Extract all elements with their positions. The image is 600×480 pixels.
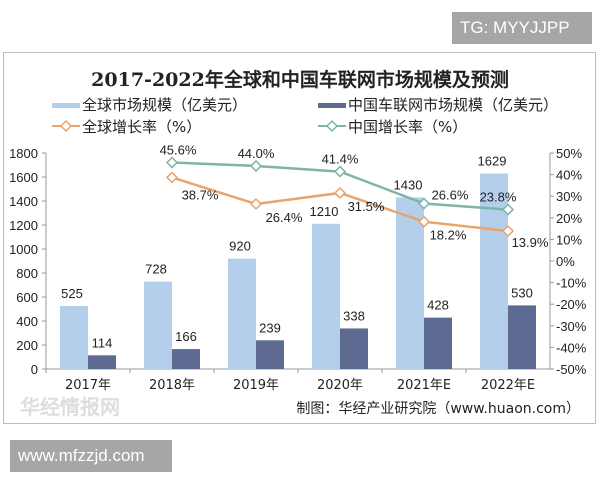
legend-marker (59, 119, 73, 133)
line-marker (333, 165, 347, 178)
line-marker (501, 224, 515, 238)
bar-data-label: 114 (92, 335, 113, 350)
right-tick-label: 30% (556, 189, 582, 204)
right-tick-label: -40% (556, 340, 587, 355)
line-marker (249, 159, 263, 173)
line-data-label: 38.7% (182, 187, 219, 202)
x-tick-label: 2020年 (317, 378, 363, 393)
bar (424, 317, 452, 369)
right-tick-label: 10% (556, 232, 582, 247)
line-marker (417, 197, 431, 210)
bar (396, 197, 424, 369)
x-tick-label: 2017年 (65, 378, 111, 393)
right-tick-label: 0% (556, 254, 575, 269)
legend-marker (325, 119, 339, 133)
bar-data-label: 239 (259, 320, 281, 335)
line-data-label: 13.9% (512, 235, 549, 250)
bar-data-label: 530 (511, 285, 533, 300)
line-marker (501, 203, 515, 216)
line-data-label: 26.4% (266, 210, 303, 225)
legend-label: 全球增长率（%） (82, 118, 201, 136)
bar-data-label: 728 (145, 262, 167, 277)
left-tick-label: 0 (31, 362, 38, 377)
x-tick-label: 2019年 (233, 378, 279, 393)
bar-data-label: 338 (343, 308, 365, 323)
left-tick-label: 1800 (9, 146, 38, 161)
left-tick-label: 600 (16, 290, 38, 305)
bar-data-label: 1430 (394, 177, 423, 192)
legend-label: 中国增长率（%） (348, 118, 467, 136)
left-tick-label: 1600 (9, 170, 38, 185)
bar (228, 258, 256, 369)
left-tick-label: 1000 (9, 242, 38, 257)
bar (340, 328, 368, 369)
bar-data-label: 1629 (478, 154, 507, 169)
right-tick-label: -30% (556, 319, 587, 334)
line-marker (249, 197, 263, 211)
right-tick-label: 20% (556, 211, 582, 226)
bar (312, 223, 340, 369)
chart-frame (3, 52, 596, 424)
left-tick-label: 200 (16, 338, 38, 353)
x-tick-label: 2022年E (481, 378, 535, 393)
legend-swatch (52, 103, 80, 108)
line-data-label: 31.5% (348, 199, 385, 214)
left-tick-label: 1400 (9, 194, 38, 209)
bar-data-label: 525 (61, 286, 83, 301)
bar-data-label: 1210 (310, 204, 339, 219)
line-marker (165, 171, 179, 184)
right-tick-label: -20% (556, 297, 587, 312)
line-marker (417, 215, 431, 228)
right-tick-label: -50% (556, 362, 587, 377)
right-tick-label: 50% (556, 146, 582, 161)
x-tick-label: 2018年 (149, 378, 195, 393)
bar (172, 349, 200, 369)
bar (508, 305, 536, 369)
left-tick-label: 800 (16, 266, 38, 281)
x-tick-label: 2021年E (397, 378, 451, 393)
left-tick-label: 400 (16, 314, 38, 329)
chart-title: 2017-2022年全球和中国车联网市场规模及预测 (91, 68, 509, 91)
legend-label: 中国车联网市场规模（亿美元） (348, 96, 558, 114)
bar-data-label: 428 (427, 298, 449, 313)
bar (60, 306, 88, 369)
line-data-label: 26.6% (432, 188, 469, 203)
watermark-top: TG: MYYJJPP (452, 12, 592, 44)
line-marker (333, 186, 347, 200)
bar (88, 355, 116, 369)
watermark-bottom: www.mfzzjd.com (10, 440, 172, 472)
right-tick-label: -10% (556, 276, 587, 291)
line-data-label: 18.2% (430, 228, 467, 243)
line-series (171, 176, 509, 233)
line-marker (165, 156, 179, 169)
left-tick-label: 1200 (9, 218, 38, 233)
bar (144, 281, 172, 369)
bar (480, 173, 508, 369)
bar (256, 340, 284, 369)
watermark-logo: 华经情报网 (20, 395, 120, 419)
line-data-label: 45.6% (160, 143, 197, 158)
legend-label: 全球市场规模（亿美元） (82, 96, 247, 114)
legend-swatch (318, 103, 346, 108)
line-data-label: 23.8% (480, 190, 517, 205)
bar-data-label: 166 (175, 329, 197, 344)
source-note: 制图：华经产业研究院（www.huaon.com） (296, 401, 580, 417)
bar-data-label: 920 (229, 239, 251, 254)
right-tick-label: 40% (556, 168, 582, 183)
line-data-label: 41.4% (322, 152, 359, 167)
line-data-label: 44.0% (238, 146, 275, 161)
